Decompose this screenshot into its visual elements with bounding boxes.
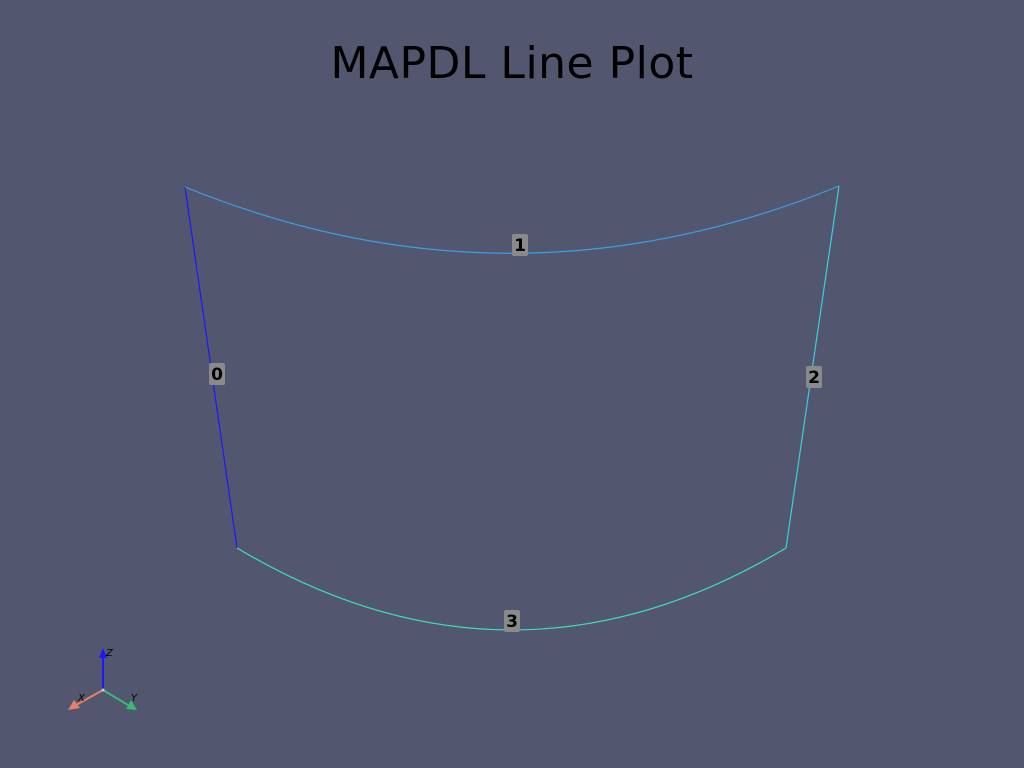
z-axis-arrow-icon <box>99 648 107 658</box>
x-axis-arrow-icon <box>68 700 80 710</box>
line-label-1-text: 1 <box>514 236 526 256</box>
line-label-2-text: 2 <box>808 368 820 388</box>
z-axis-label: Z <box>105 648 114 659</box>
x-axis-label: X <box>77 693 86 704</box>
line-label-2: 2 <box>806 366 822 388</box>
axes-triad: Z X Y <box>68 648 138 710</box>
plot-title: MAPDL Line Plot <box>330 38 694 89</box>
x-axis-line <box>75 689 104 706</box>
triad-origin <box>101 688 105 692</box>
y-axis-label: Y <box>131 693 138 704</box>
line-label-1: 1 <box>512 234 528 256</box>
line-label-3: 3 <box>504 610 520 632</box>
line-label-0-text: 0 <box>211 365 223 385</box>
line-label-3-text: 3 <box>506 612 518 632</box>
line-label-0: 0 <box>209 363 225 385</box>
y-axis-line <box>102 689 129 706</box>
y-axis-arrow-icon <box>126 700 137 710</box>
